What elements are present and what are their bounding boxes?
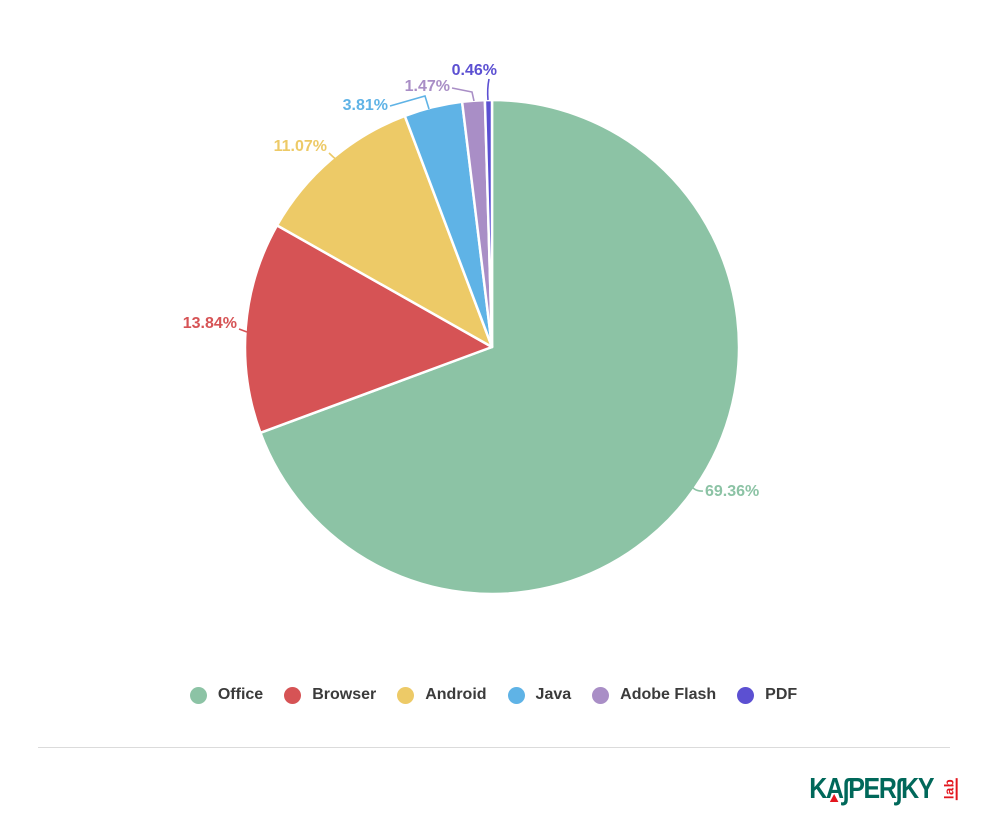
legend-swatch-adobe-flash-icon [592, 686, 610, 704]
label-leader-line-office [687, 482, 704, 492]
pie-slice-browser[interactable] [243, 224, 494, 435]
slice-label-adobe-flash: 1.47% [405, 78, 450, 95]
kaspersky-lab-text: lab [941, 777, 958, 801]
legend-item-adobe-flash[interactable]: Adobe Flash [592, 686, 716, 704]
legend-item-office[interactable]: Office [189, 686, 264, 704]
legend-swatch-browser-icon [284, 686, 302, 704]
label-leader-line-java [389, 95, 430, 110]
label-leader-line-adobe-flash [451, 87, 475, 102]
legend-swatch-android-icon [397, 686, 415, 704]
legend-label-adobe-flash: Adobe Flash [620, 686, 717, 703]
legend-item-java[interactable]: Java [507, 686, 572, 704]
logo-long-s-icon: ∫ [895, 774, 902, 806]
legend-label-android: Android [425, 686, 487, 703]
label-leader-line-android [328, 152, 339, 162]
legend-label-java: Java [535, 686, 572, 703]
legend-label-browser: Browser [312, 686, 377, 703]
legend-label-office: Office [217, 686, 264, 703]
label-leader-line-browser [238, 328, 248, 333]
slice-label-browser: 13.84% [183, 315, 237, 332]
legend-swatch-java-icon [507, 686, 525, 704]
pie-chart: 69.36% 13.84% 11.07% 3.81% 1.47%0.46% [183, 62, 759, 596]
label-leader-line-pdf [486, 78, 490, 101]
slice-label-java: 3.81% [343, 97, 388, 114]
logo-long-s-icon: ∫ [842, 774, 849, 806]
legend-label-pdf: PDF [765, 686, 798, 703]
slice-label-pdf: 0.46% [452, 62, 497, 79]
legend-swatch-office-icon [189, 686, 207, 704]
footer-divider [38, 747, 950, 748]
legend-item-browser[interactable]: Browser [284, 686, 376, 704]
logo-triangle-icon [829, 794, 839, 802]
kaspersky-logo: KA ∫PER∫KY lab [789, 771, 958, 807]
kaspersky-wordmark: KA ∫PER∫KY [808, 773, 934, 806]
chart-legend: Office Browser Android Java Adobe Flash … [0, 686, 987, 704]
pie-slice-pdf[interactable] [483, 98, 494, 349]
slice-label-android: 11.07% [274, 138, 327, 155]
pie-slice-android[interactable] [275, 114, 494, 349]
slice-label-office: 69.36% [705, 483, 759, 500]
pie-slice-office[interactable] [259, 98, 741, 596]
legend-item-pdf[interactable]: PDF [737, 686, 797, 704]
legend-swatch-pdf-icon [737, 686, 755, 704]
legend-item-android[interactable]: Android [397, 686, 487, 704]
